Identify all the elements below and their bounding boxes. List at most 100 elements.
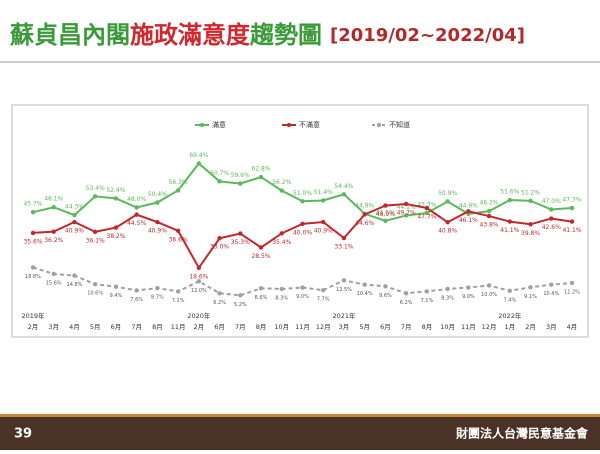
x-tick-label: 10月 bbox=[274, 323, 289, 331]
data-label: 40.9% bbox=[148, 228, 167, 235]
x-tick-label: 8月 bbox=[422, 323, 433, 331]
point bbox=[569, 280, 575, 286]
point bbox=[92, 194, 98, 199]
data-label: 9.0% bbox=[462, 294, 475, 300]
data-label: 44.5% bbox=[127, 220, 146, 227]
data-label: 48.0% bbox=[127, 196, 146, 203]
point bbox=[507, 197, 513, 203]
point bbox=[466, 285, 471, 290]
data-label: 8.7% bbox=[151, 295, 164, 301]
data-label: 56.3% bbox=[169, 179, 188, 186]
point bbox=[321, 219, 326, 225]
data-label: 7.7% bbox=[317, 297, 330, 303]
data-label: 44.9% bbox=[355, 202, 374, 209]
point bbox=[51, 205, 56, 210]
title-part: [2019/02~2022/04] bbox=[330, 25, 525, 46]
point bbox=[279, 286, 284, 292]
data-label: 62.8% bbox=[252, 166, 271, 173]
data-label: 41.5% bbox=[376, 209, 395, 216]
point bbox=[362, 282, 367, 287]
point bbox=[383, 203, 388, 208]
point bbox=[134, 205, 139, 210]
data-label: 45.3% bbox=[417, 201, 436, 208]
data-label: 7.1% bbox=[172, 298, 185, 304]
point bbox=[403, 291, 409, 296]
data-label: 15.6% bbox=[46, 280, 62, 286]
data-label: 7.4% bbox=[503, 297, 516, 303]
point bbox=[486, 283, 492, 288]
point bbox=[321, 287, 326, 293]
point bbox=[445, 199, 450, 204]
data-label: 18.8% bbox=[25, 274, 41, 280]
data-label: 51.2% bbox=[521, 189, 540, 196]
point bbox=[403, 201, 409, 207]
series-line bbox=[32, 266, 573, 297]
point bbox=[549, 282, 554, 287]
x-year-label: 2019年 bbox=[21, 311, 45, 320]
data-label: 48.9% bbox=[376, 211, 395, 218]
x-tick-label: 5月 bbox=[359, 323, 370, 331]
x-year-label: 2021年 bbox=[332, 311, 356, 320]
data-label: 9.1% bbox=[524, 294, 537, 300]
title-part: 蘇貞昌內閣 bbox=[10, 21, 130, 49]
point bbox=[424, 210, 430, 216]
point bbox=[403, 213, 409, 218]
title-part: 施政滿意度 bbox=[130, 21, 251, 49]
data-label: 40.9% bbox=[314, 228, 333, 235]
point bbox=[279, 188, 284, 193]
slide-title: 蘇貞昌內閣施政滿意度趨勢圖 [2019/02~2022/04] bbox=[10, 21, 525, 49]
footer-org: 財團法人台灣民意基金會 bbox=[455, 426, 589, 441]
data-label: 52.4% bbox=[106, 187, 125, 194]
data-label: 11.2% bbox=[564, 290, 580, 296]
data-label: 33.0% bbox=[210, 244, 229, 251]
point bbox=[113, 284, 119, 289]
data-label: 39.8% bbox=[521, 230, 540, 237]
data-label: 10.6% bbox=[87, 291, 103, 297]
data-label: 60.7% bbox=[210, 170, 229, 177]
x-tick-label: 12月 bbox=[482, 323, 497, 331]
x-tick-label: 7月 bbox=[235, 323, 246, 331]
point bbox=[569, 219, 575, 224]
data-label: 14.8% bbox=[67, 282, 83, 288]
data-label: 41.1% bbox=[500, 227, 519, 234]
x-tick-label: 6月 bbox=[214, 323, 225, 331]
data-label: 36.2% bbox=[44, 237, 63, 244]
data-label: 10.4% bbox=[543, 291, 559, 297]
point bbox=[155, 200, 160, 205]
page-number: 39 bbox=[14, 427, 32, 442]
point bbox=[258, 174, 264, 180]
point bbox=[341, 278, 347, 283]
x-tick-label: 11月 bbox=[461, 323, 476, 331]
x-tick-label: 4月 bbox=[69, 323, 80, 331]
point bbox=[362, 212, 367, 217]
x-year-label: 2022年 bbox=[498, 311, 522, 320]
point bbox=[155, 219, 160, 225]
point bbox=[217, 236, 222, 241]
legend-label: 不滿意 bbox=[299, 120, 320, 129]
point bbox=[569, 205, 575, 211]
title-part: 趨勢圖 bbox=[249, 21, 322, 49]
x-tick-label: 2月 bbox=[194, 323, 205, 331]
x-tick-label: 1月 bbox=[504, 323, 515, 331]
point bbox=[486, 213, 492, 219]
data-label: 53.4% bbox=[86, 185, 105, 192]
data-label: 6.2% bbox=[400, 300, 413, 306]
x-tick-label: 6月 bbox=[111, 323, 122, 331]
point bbox=[300, 285, 305, 290]
x-tick-label: 3月 bbox=[339, 323, 350, 331]
x-tick-label: 8月 bbox=[152, 323, 163, 331]
point bbox=[258, 286, 264, 291]
data-label: 5.2% bbox=[234, 302, 247, 308]
point bbox=[528, 198, 533, 204]
point bbox=[217, 291, 222, 296]
point bbox=[238, 293, 243, 298]
point bbox=[175, 289, 181, 294]
legend-label: 滿意 bbox=[212, 120, 226, 129]
point bbox=[424, 289, 430, 294]
point bbox=[30, 230, 36, 236]
point bbox=[466, 209, 471, 214]
data-label: 49.7% bbox=[397, 209, 416, 216]
data-label: 7.1% bbox=[421, 298, 434, 304]
point bbox=[549, 216, 554, 221]
data-label: 12.0% bbox=[191, 288, 207, 294]
